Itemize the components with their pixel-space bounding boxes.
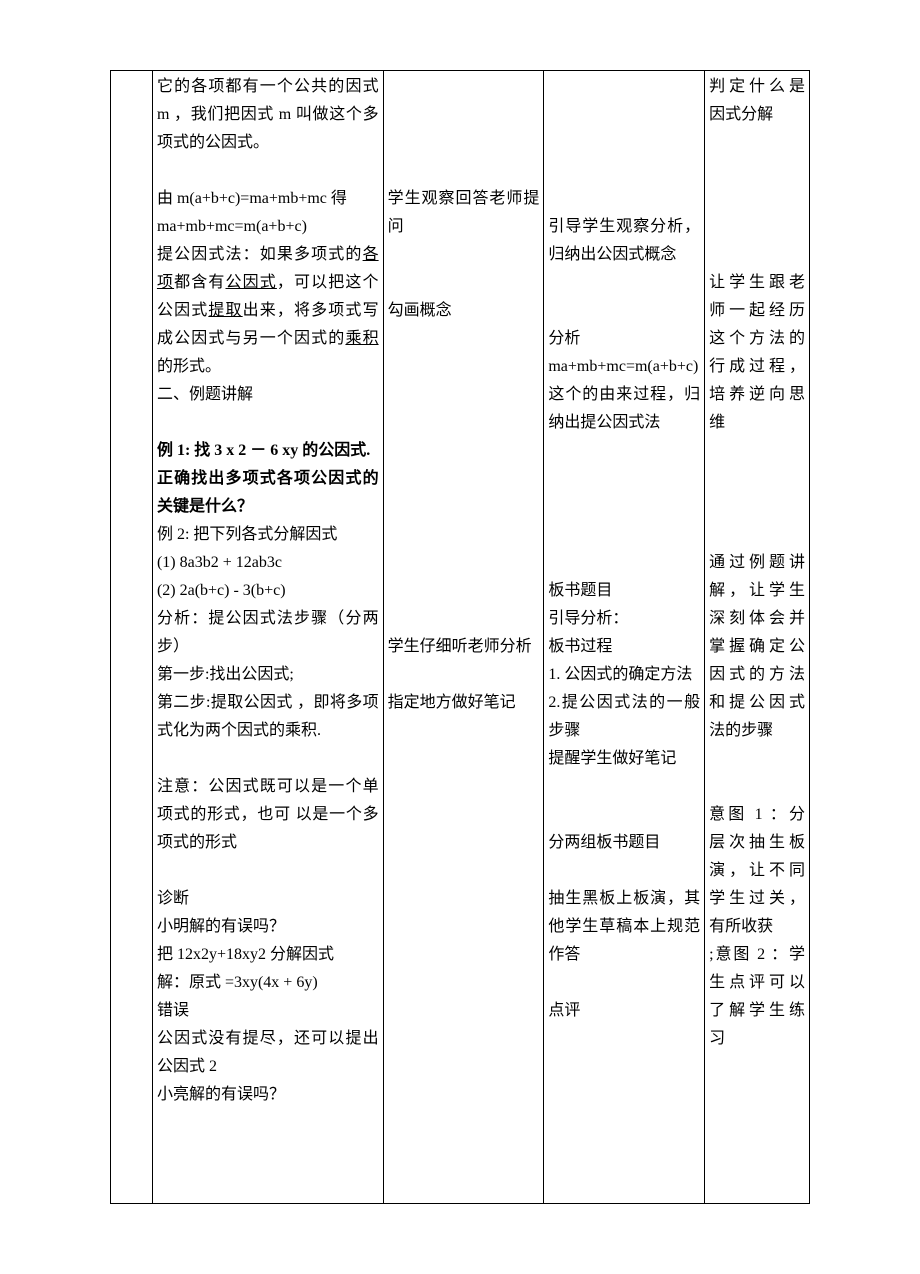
text: ma+mb+mc=m(a+b+c) — [548, 353, 700, 381]
text: 判定什么是因式分解 — [709, 73, 805, 129]
text: 学生观察回答老师提问 — [388, 185, 540, 241]
text: 让学生跟老师一起经历这个方法的行成过程，培养逆向思维 — [709, 269, 805, 437]
text: 提公因式法：如果多项式的各项都含有公因式，可以把这个公因式提取出来，将多项式写成… — [157, 241, 379, 381]
text: 板书题目 — [548, 577, 700, 605]
text: 学生仔细听老师分析 — [388, 633, 540, 661]
text: 分析：提公因式法步骤（分两步） — [157, 605, 379, 661]
text: 引导分析： — [548, 605, 700, 633]
text: 第一步:找出公因式; — [157, 661, 379, 689]
underline: 提取 — [208, 302, 242, 319]
underline: 公因式 — [225, 274, 276, 291]
text: 意图 1 ：分层次抽生板演，让不同学生过关，有所收获 — [709, 801, 805, 941]
text: 都含有 — [174, 274, 225, 291]
text: 提公因式法：如果多项式的 — [157, 246, 363, 263]
text: 注意：公因式既可以是一个单项式的形式，也可 以是一个多项式的形式 — [157, 773, 379, 857]
text: 点评 — [548, 997, 700, 1025]
text: 1. 公因式的确定方法 — [548, 661, 700, 689]
text: 抽生黑板上板演，其他学生草稿本上规范作答 — [548, 885, 700, 969]
example-1-question: 正确找出多项式各项公因式的关键是什么？ — [157, 465, 379, 521]
cell-content: 它的各项都有一个公共的因式 m ，我们把因式 m 叫做这个多项式的公因式。 由 … — [152, 71, 383, 1204]
text: 分两组板书题目 — [548, 829, 700, 857]
text: 它的各项都有一个公共的因式 m ，我们把因式 m 叫做这个多项式的公因式。 — [157, 73, 379, 157]
text: 引导学生观察分析，归纳出公因式概念 — [548, 213, 700, 269]
text: 例 2: 把下列各式分解因式 — [157, 521, 379, 549]
text: 板书过程 — [548, 633, 700, 661]
text: 解：原式 =3xy(4x + 6y) — [157, 969, 379, 997]
text: 通过例题讲解，让学生深刻体会并掌握确定公因式的方法和提公因式法的步骤 — [709, 549, 805, 745]
text: 二、例题讲解 — [157, 381, 379, 409]
lesson-plan-table: 它的各项都有一个公共的因式 m ，我们把因式 m 叫做这个多项式的公因式。 由 … — [110, 70, 810, 1204]
text: (2) 2a(b+c) - 3(b+c) — [157, 577, 379, 605]
text: 诊断 — [157, 885, 379, 913]
text: 分析 — [548, 325, 700, 353]
cell-design-intent: 判定什么是因式分解 让学生跟老师一起经历这个方法的行成过程，培养逆向思维 通过例… — [705, 71, 810, 1204]
text: ;意图 2 ：学生点评可以了解学生练习 — [709, 941, 805, 1053]
text: 这个的由来过程，归纳出提公因式法 — [548, 381, 700, 437]
cell-teacher-activity: 引导学生观察分析，归纳出公因式概念 分析 ma+mb+mc=m(a+b+c) 这… — [544, 71, 705, 1204]
text: 公因式没有提尽，还可以提出公因式 2 — [157, 1025, 379, 1081]
example-1-title: 例 1: 找 3 x 2 － 6 xy 的公因式. — [157, 437, 379, 465]
text: 的形式。 — [157, 358, 221, 375]
text: (1) 8a3b2 + 12ab3c — [157, 549, 379, 577]
cell-stage — [111, 71, 153, 1204]
text: ma+mb+mc=m(a+b+c) — [157, 213, 379, 241]
table-row: 它的各项都有一个公共的因式 m ，我们把因式 m 叫做这个多项式的公因式。 由 … — [111, 71, 810, 1204]
text: 指定地方做好笔记 — [388, 689, 540, 717]
text: 2.提公因式法的一般步骤 — [548, 689, 700, 745]
cell-student-activity: 学生观察回答老师提问 勾画概念 学生仔细听老师分析 指定地方做好笔记 — [383, 71, 544, 1204]
text: 提醒学生做好笔记 — [548, 745, 700, 773]
text: 小明解的有误吗？ — [157, 913, 379, 941]
text: 小亮解的有误吗？ — [157, 1081, 379, 1109]
text: 把 12x2y+18xy2 分解因式 — [157, 941, 379, 969]
text: 错误 — [157, 997, 379, 1025]
text: 勾画概念 — [388, 297, 540, 325]
underline: 乘积 — [345, 330, 378, 347]
text: 第二步:提取公因式 ，即将多项式化为两个因式的乘积. — [157, 689, 379, 745]
text: 由 m(a+b+c)=ma+mb+mc 得 — [157, 185, 379, 213]
